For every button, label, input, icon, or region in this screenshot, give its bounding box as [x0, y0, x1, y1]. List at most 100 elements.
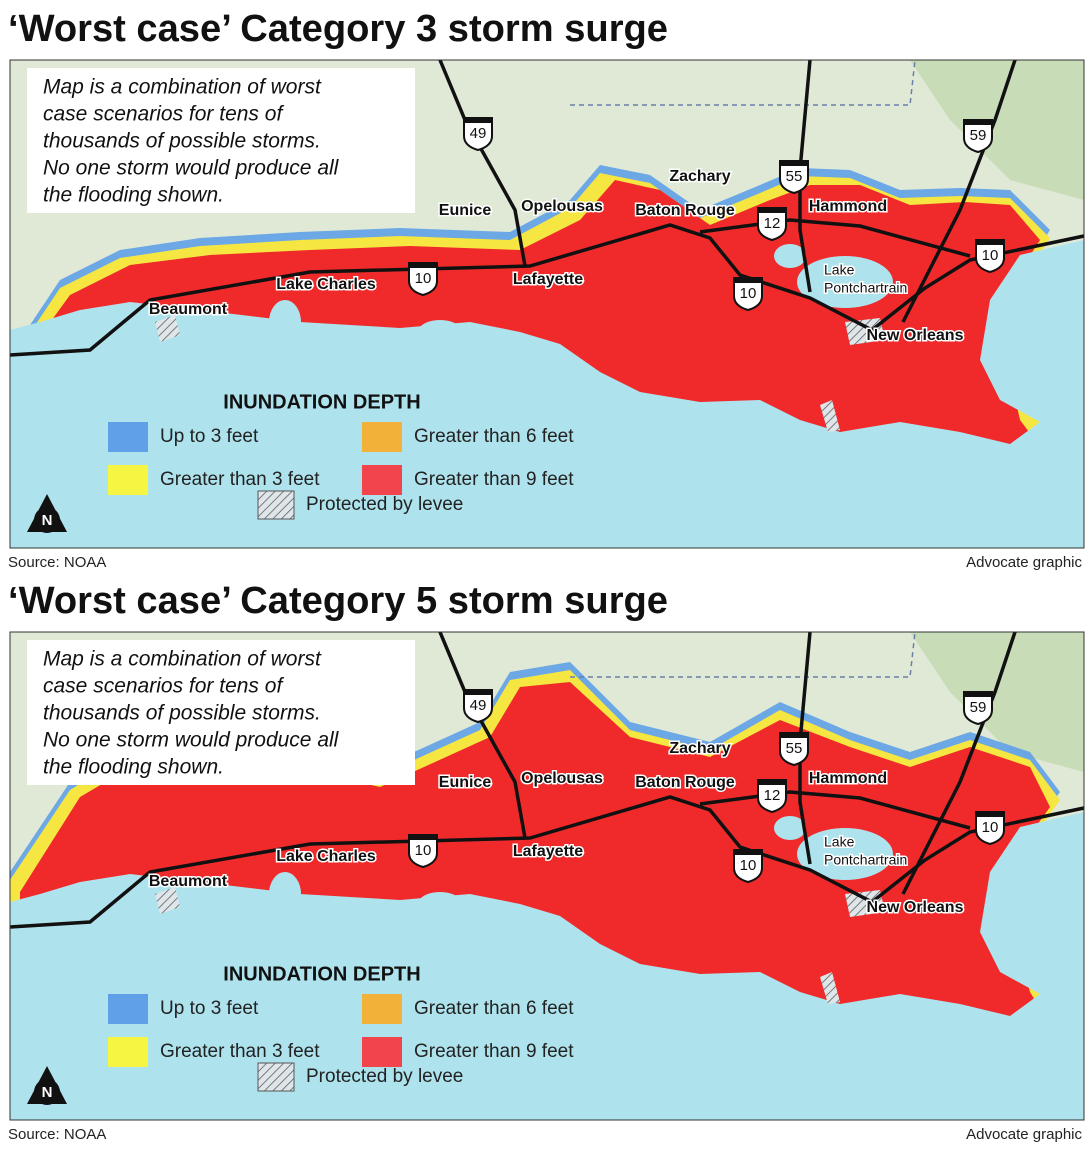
legend-label: Greater than 3 feet [160, 1041, 320, 1062]
city-label: Baton Rouge [635, 774, 735, 791]
legend-label: Protected by levee [306, 494, 463, 515]
shield-top [464, 118, 492, 123]
legend-label: Protected by levee [306, 1066, 463, 1087]
shield-top [464, 690, 492, 695]
state-line [570, 59, 916, 106]
panel: ‘Worst case’ Category 3 storm surge Map i… [8, 8, 1085, 571]
highway-shield [733, 849, 763, 884]
note-line: case scenarios for tens of [43, 675, 284, 698]
city-label: Hammond [809, 198, 887, 215]
interstate [9, 795, 1085, 929]
highway-number: 12 [764, 787, 781, 804]
legend-label: Up to 3 feet [160, 426, 259, 447]
highway-shield [757, 779, 787, 814]
highway-shield [963, 119, 993, 154]
shield-top [758, 208, 786, 213]
map-frame [9, 631, 1085, 1121]
legend-label: Greater than 3 feet [160, 469, 320, 490]
legend-title: INUNDATION DEPTH [223, 391, 420, 413]
lake [797, 256, 893, 308]
north-label: N [42, 512, 53, 529]
city-label: Opelousas [521, 770, 603, 787]
city-label: Baton Rouge [635, 202, 735, 219]
note-line: No one storm would produce all [43, 157, 340, 180]
legend-swatch [108, 422, 148, 452]
lake-label: Pontchartrain [824, 280, 907, 296]
map: Map is a combination of worst case scenar… [9, 59, 1085, 548]
lake [774, 244, 806, 268]
north-label: N [42, 1084, 53, 1101]
highway-shield [975, 239, 1005, 274]
note-box [27, 68, 415, 213]
legend-label: Greater than 9 feet [414, 469, 574, 490]
highway-number: 59 [970, 699, 987, 716]
city-label: Eunice [439, 774, 492, 791]
legend-label: Up to 3 feet [160, 998, 259, 1019]
forest [910, 60, 1084, 200]
city-label: Lafayette [513, 271, 583, 288]
legend-swatch [108, 994, 148, 1024]
highway-number: 10 [740, 857, 757, 874]
levee-swatch [257, 1062, 295, 1092]
city-label: Zachary [669, 740, 730, 757]
highway-shield [408, 834, 438, 869]
legend-swatch [108, 465, 148, 495]
interstate [798, 631, 812, 865]
city-label: Eunice [439, 202, 492, 219]
highway-number: 59 [970, 127, 987, 144]
lake [269, 872, 301, 916]
highway-shield [733, 277, 763, 312]
interstate [798, 59, 812, 293]
lake [418, 320, 462, 344]
legend-swatch [362, 465, 402, 495]
note-line: case scenarios for tens of [43, 103, 284, 126]
highway-number: 10 [982, 247, 999, 264]
city-label: Beaumont [149, 301, 228, 318]
lake [774, 816, 806, 840]
levee-area [155, 315, 180, 342]
highway-shield [779, 732, 809, 767]
highway-shield [963, 691, 993, 726]
note-line: thousands of possible storms. [43, 130, 321, 153]
interstate [438, 631, 527, 839]
note-line: Map is a combination of worst [43, 648, 322, 671]
levee-area [820, 972, 840, 1004]
highway-number: 10 [982, 819, 999, 836]
highway-shield [779, 160, 809, 195]
highway-number: 10 [415, 842, 432, 859]
levee-area [155, 887, 180, 914]
shield-top [409, 263, 437, 268]
shield-top [780, 733, 808, 738]
note-line: Map is a combination of worst [43, 76, 322, 99]
shield-top [976, 812, 1004, 817]
city-label: Zachary [669, 168, 730, 185]
gulf-water [10, 240, 1084, 548]
lake [269, 300, 301, 344]
credit: Advocate graphic [966, 554, 1082, 571]
highway-shield [463, 117, 493, 152]
city-label: Opelousas [521, 198, 603, 215]
legend-label: Greater than 9 feet [414, 1041, 574, 1062]
levee-area [845, 318, 885, 345]
shield-top [964, 120, 992, 125]
levee-area [845, 890, 885, 917]
shield-top [976, 240, 1004, 245]
city-label: Hammond [809, 770, 887, 787]
interstate [901, 59, 1017, 323]
legend-label: Greater than 6 feet [414, 998, 574, 1019]
interstate [699, 218, 971, 258]
highway-number: 10 [415, 270, 432, 287]
city-label: Lafayette [513, 843, 583, 860]
legend-swatch [362, 994, 402, 1024]
highway-number: 49 [470, 125, 487, 142]
lake-label: Pontchartrain [824, 852, 907, 868]
legend-swatch [362, 1037, 402, 1067]
north-badge [34, 1079, 60, 1105]
north-badge [34, 507, 60, 533]
city-label: Beaumont [149, 873, 228, 890]
note-line: the flooding shown. [43, 756, 224, 779]
credit: Advocate graphic [966, 1126, 1082, 1143]
levee-area [820, 400, 840, 432]
